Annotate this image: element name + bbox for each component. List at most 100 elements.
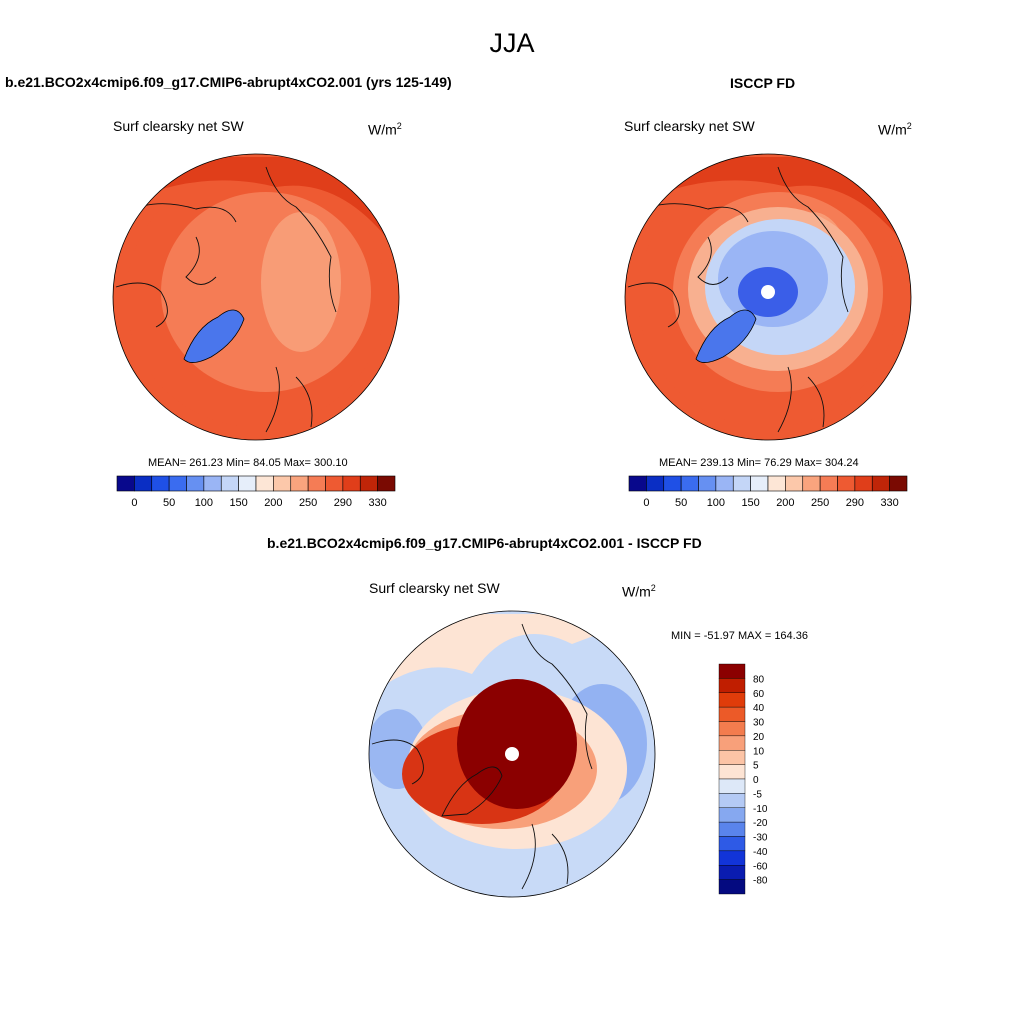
map-frame-obs [624, 153, 912, 441]
colorbar-cell [718, 678, 746, 693]
colorbar-cell [715, 475, 734, 492]
coastlines [627, 166, 849, 433]
colorbar-tick-label: 50 [163, 497, 175, 509]
colorbar-tick-label: 200 [776, 497, 794, 509]
north-band [116, 157, 396, 237]
colorbar-cell [718, 865, 746, 880]
colorbar-tick-label: -20 [753, 818, 768, 829]
units-label-model: W/m2 [368, 121, 402, 138]
panel-title-model: b.e21.BCO2x4cmip6.f09_g17.CMIP6-abrupt4x… [5, 74, 452, 90]
colorbar-cell [718, 807, 746, 823]
colorbar-cell [767, 475, 786, 492]
colorbar-model: 0 50 100 150 200 250 290 330 [116, 475, 396, 509]
colorbar-cell [889, 475, 908, 492]
colorbar-diff: 80 60 40 30 20 10 5 0 -5 -10 -20 -30 -40 -60 -80 [718, 663, 768, 895]
panel-title-diff: b.e21.BCO2x4cmip6.f09_g17.CMIP6-abrupt4x… [267, 535, 702, 551]
colorbar-tick-label: 0 [643, 497, 649, 509]
panel-subtitle-obs: Surf clearsky net SW [624, 118, 755, 134]
colorbar-tick-label: 60 [753, 689, 765, 700]
stats-model: MEAN= 261.23 Min= 84.05 Max= 300.10 [148, 457, 348, 469]
colorbar-cell [646, 475, 665, 492]
colorbar-cell [718, 821, 746, 837]
greenland-ice [695, 309, 757, 363]
panel-title-obs: ISCCP FD [730, 75, 796, 91]
stats-obs: MEAN= 239.13 Min= 76.29 Max= 304.24 [659, 457, 859, 469]
colorbar-cell [307, 475, 326, 492]
colorbar-tick-label: -40 [753, 847, 768, 858]
colorbar-cell [698, 475, 717, 492]
colorbar-tick-label: -5 [753, 789, 762, 800]
colorbar-cell [663, 475, 682, 492]
colorbar-tick-label: 330 [368, 497, 386, 509]
colorbar-cell [718, 793, 746, 808]
salmon-patch [261, 212, 341, 352]
colorbar-cell [718, 706, 746, 722]
colorbar-cell [680, 475, 699, 492]
colorbar-tick-label: 30 [753, 718, 765, 729]
polar-map-model [113, 154, 399, 440]
panel-subtitle-model: Surf clearsky net SW [113, 118, 244, 134]
colorbar-cell [819, 475, 838, 492]
colorbar-cell [359, 475, 378, 492]
colorbar-obs: 0 50 100 150 200 250 290 330 [628, 475, 908, 509]
colorbar-tick-label: -80 [753, 876, 768, 887]
colorbar-cell [220, 475, 239, 492]
pole-hole [761, 285, 775, 299]
colorbar-cell [718, 879, 746, 895]
colorbar-cell [255, 475, 274, 492]
colorbar-cell [116, 475, 135, 492]
colorbar-tick-label: 40 [753, 703, 765, 714]
colorbar-cell [203, 475, 222, 492]
colorbar-cell [718, 692, 746, 708]
colorbar-cell [750, 475, 769, 492]
colorbar-cell [718, 750, 746, 765]
colorbar-cell [168, 475, 187, 492]
colorbar-cell [273, 475, 292, 492]
colorbar-cell [186, 475, 205, 492]
colorbar-cell [854, 475, 873, 492]
colorbar-cell [837, 475, 856, 492]
colorbar-cell [238, 475, 257, 492]
coastlines [115, 166, 337, 433]
units-label-diff: W/m2 [622, 583, 656, 600]
colorbar-tick-label: 150 [229, 497, 247, 509]
colorbar-cell [342, 475, 361, 492]
units-label-obs: W/m2 [878, 121, 912, 138]
pale-north [372, 614, 652, 694]
colorbar-cell [785, 475, 804, 492]
colorbar-tick-label: 290 [334, 497, 352, 509]
colorbar-cell [802, 475, 821, 492]
colorbar-tick-label: -30 [753, 833, 768, 844]
colorbar-tick-label: -60 [753, 861, 768, 872]
colorbar-tick-label: 290 [846, 497, 864, 509]
colorbar-cell [377, 475, 396, 492]
colorbar-cell [628, 475, 647, 492]
colorbar-tick-label: 250 [299, 497, 317, 509]
colorbar-tick-label: 150 [741, 497, 759, 509]
polar-map-obs [625, 154, 911, 440]
colorbar-tick-label: 0 [131, 497, 137, 509]
colorbar-tick-label: 0 [753, 775, 759, 786]
colorbar-cell [151, 475, 170, 492]
panel-subtitle-diff: Surf clearsky net SW [369, 580, 500, 596]
colorbar-cell [732, 475, 751, 492]
colorbar-cell [325, 475, 344, 492]
colorbar-cell [718, 836, 746, 852]
colorbar-cell [871, 475, 890, 492]
colorbar-tick-label: 250 [811, 497, 829, 509]
colorbar-cell [718, 764, 746, 780]
map-frame-diff [368, 610, 656, 898]
dark-core [457, 679, 577, 809]
map-frame-model [112, 153, 400, 441]
colorbar-tick-label: 200 [264, 497, 282, 509]
colorbar-tick-label: 20 [753, 732, 765, 743]
colorbar-tick-label: 100 [195, 497, 213, 509]
greenland-ice [183, 309, 245, 363]
colorbar-cell [718, 735, 746, 751]
coastlines [371, 623, 593, 890]
colorbar-tick-label: 100 [707, 497, 725, 509]
colorbar-tick-label: -10 [753, 804, 768, 815]
colorbar-tick-label: 50 [675, 497, 687, 509]
polar-map-diff [369, 611, 655, 897]
